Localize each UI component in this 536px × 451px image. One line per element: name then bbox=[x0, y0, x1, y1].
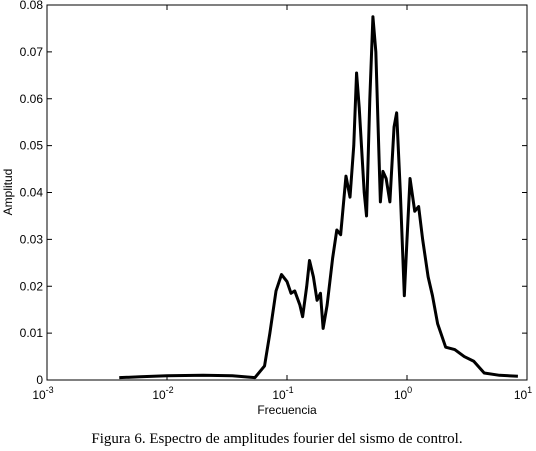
x-tick-base: 10 bbox=[514, 388, 528, 402]
x-tick-exponent: -3 bbox=[46, 385, 54, 395]
x-tick-exponent: -2 bbox=[166, 385, 174, 395]
y-tick-label: 0.05 bbox=[20, 139, 44, 153]
x-tick-base: 10 bbox=[152, 388, 166, 402]
x-tick-exponent: -1 bbox=[286, 385, 294, 395]
y-tick-label: 0.02 bbox=[20, 279, 44, 293]
y-tick-label: 0.01 bbox=[20, 326, 44, 340]
x-tick-label: 10-2 bbox=[152, 385, 173, 402]
y-tick-label: 0.08 bbox=[20, 0, 44, 12]
x-tick-exponent: 0 bbox=[407, 385, 412, 395]
x-tick-label: 10-3 bbox=[32, 385, 53, 402]
y-tick-label: 0.07 bbox=[20, 45, 44, 59]
y-tick-label: 0 bbox=[36, 373, 43, 387]
x-tick-base: 10 bbox=[394, 388, 408, 402]
y-tick-label: 0.04 bbox=[20, 186, 44, 200]
x-tick-label: 100 bbox=[394, 385, 412, 402]
y-tick-label: 0.03 bbox=[20, 232, 44, 246]
x-tick-exponent: 1 bbox=[527, 385, 532, 395]
caption: Figura 6. Espectro de amplitudes fourier… bbox=[91, 431, 462, 447]
x-tick-base: 10 bbox=[32, 388, 46, 402]
x-tick-label: 101 bbox=[514, 385, 532, 402]
x-tick-base: 10 bbox=[272, 388, 286, 402]
y-tick-label: 0.06 bbox=[20, 92, 44, 106]
spectrum-line bbox=[119, 15, 518, 380]
plot-frame bbox=[46, 4, 528, 381]
x-tick-label: 10-1 bbox=[272, 385, 293, 402]
x-axis-label: Frecuencia bbox=[257, 403, 317, 417]
y-axis-label: Amplitud bbox=[1, 169, 15, 216]
